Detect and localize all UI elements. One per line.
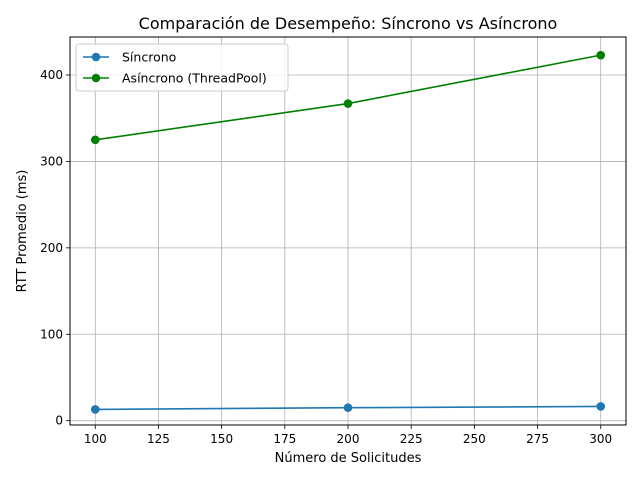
series-lines <box>90 50 606 414</box>
x-tick-label: 100 <box>84 432 107 446</box>
grid <box>70 37 626 425</box>
legend-label-2: Asíncrono (ThreadPool) <box>122 71 267 86</box>
data-point-series-2 <box>343 99 353 108</box>
y-tick-label: 400 <box>40 68 63 82</box>
chart-title: Comparación de Desempeño: Síncrono vs As… <box>139 14 558 33</box>
x-tick-label: 150 <box>210 432 233 446</box>
x-tick-label: 225 <box>400 432 423 446</box>
x-axis-label: Número de Solicitudes <box>275 451 422 466</box>
x-tick-label: 250 <box>463 432 486 446</box>
plot-frame <box>69 36 627 426</box>
x-tick-label: 275 <box>526 432 549 446</box>
x-tick-label: 300 <box>589 432 612 446</box>
legend-label-1: Síncrono <box>122 50 176 65</box>
legend: Síncrono Asíncrono (ThreadPool) <box>75 43 289 92</box>
legend-marker-1 <box>91 52 101 62</box>
data-point-series-1 <box>596 402 606 411</box>
y-tick-label: 0 <box>55 414 63 428</box>
data-point-series-1 <box>90 405 100 414</box>
legend-marker-2 <box>91 73 101 83</box>
y-axis-label: RTT Promedio (ms) <box>15 170 30 293</box>
legend-box <box>75 43 289 92</box>
x-tick-label: 200 <box>337 432 360 446</box>
y-tick-label: 200 <box>40 241 63 255</box>
x-tick-label: 125 <box>147 432 170 446</box>
data-point-series-2 <box>90 135 100 145</box>
y-tick-label: 300 <box>40 154 63 168</box>
x-tick-label: 175 <box>273 432 296 446</box>
data-point-series-1 <box>343 403 353 413</box>
data-point-series-2 <box>596 50 606 60</box>
axis-ticks: 100 125 150 175 200 225 250 275 300 0 100 200 300 400 <box>40 68 612 446</box>
y-tick-label: 100 <box>40 327 63 341</box>
